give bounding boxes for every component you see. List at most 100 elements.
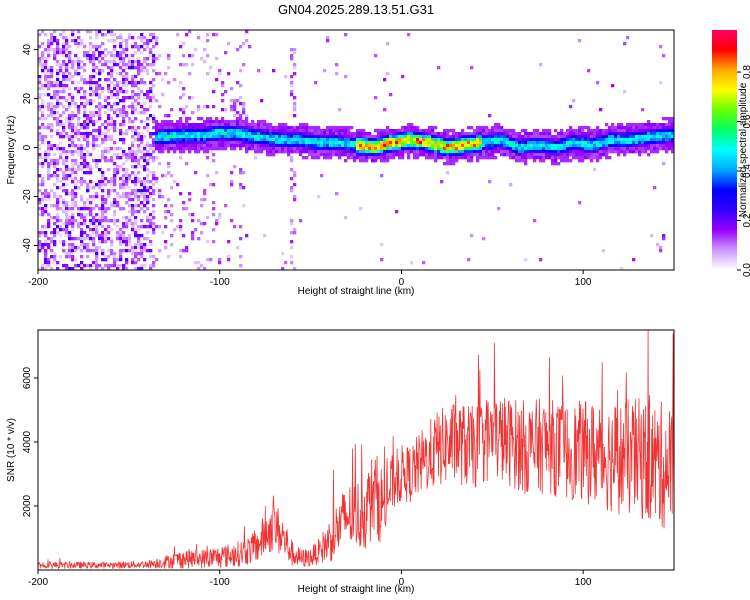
heatmap-cell — [152, 84, 156, 88]
heatmap-cell — [233, 105, 237, 109]
heatmap-cell — [179, 108, 183, 112]
heatmap-cell — [347, 156, 351, 160]
heatmap-cell — [53, 84, 57, 88]
heatmap-cell — [389, 138, 393, 142]
heatmap-cell — [590, 144, 594, 148]
heatmap-cell — [110, 39, 114, 43]
heatmap-cell — [161, 123, 165, 127]
heatmap-cell — [65, 252, 69, 256]
heatmap-cell — [458, 135, 462, 139]
heatmap-cell — [143, 243, 147, 247]
heatmap-cell — [353, 156, 357, 160]
heatmap-cell — [215, 57, 219, 61]
heatmap-cell — [461, 132, 465, 136]
heatmap-cell — [125, 75, 129, 79]
heatmap-cell — [467, 141, 471, 145]
heatmap-cell — [53, 234, 57, 238]
heatmap-cell — [227, 126, 231, 130]
heatmap-cell — [86, 144, 90, 148]
heatmap-cell — [458, 153, 462, 157]
heatmap-cell — [644, 135, 648, 139]
heatmap-cell — [95, 90, 99, 94]
heatmap-cell — [137, 96, 141, 100]
heatmap-cell — [209, 120, 213, 124]
heatmap-cell — [413, 126, 417, 130]
colorbar-tick-label: 0.6 — [742, 114, 750, 128]
heatmap-cell — [359, 147, 363, 151]
heatmap-cell — [599, 144, 603, 148]
heatmap-cell — [371, 144, 375, 148]
heatmap-cell — [89, 195, 93, 199]
heatmap-cell — [602, 153, 606, 157]
heatmap-cell — [155, 144, 159, 148]
heatmap-cell — [71, 93, 75, 97]
heatmap-cell — [338, 126, 342, 130]
heatmap-cell — [641, 144, 645, 148]
heatmap-cell — [410, 138, 414, 142]
heatmap-cell — [53, 204, 57, 208]
heatmap-cell — [668, 135, 672, 139]
heatmap-cell — [599, 129, 603, 133]
heatmap-cell — [155, 39, 159, 43]
heatmap-cell — [140, 66, 144, 70]
heatmap-cell — [611, 138, 615, 142]
heatmap-cell — [419, 141, 423, 145]
heatmap-cell — [50, 102, 54, 106]
heatmap-cell — [293, 126, 297, 130]
heatmap-cell — [485, 132, 489, 136]
heatmap-cell — [326, 156, 330, 160]
heatmap-cell — [410, 132, 414, 136]
heatmap-cell — [92, 159, 96, 163]
heatmap-cell — [101, 240, 105, 244]
heatmap-cell — [170, 108, 174, 112]
heatmap-cell — [650, 135, 654, 139]
heatmap-cell — [152, 225, 156, 229]
heatmap-cell — [224, 126, 228, 130]
heatmap-cell — [80, 207, 84, 211]
heatmap-cell — [191, 234, 195, 238]
heatmap-cell — [113, 111, 117, 115]
heatmap-cell — [221, 81, 225, 85]
heatmap-cell — [248, 45, 252, 49]
heatmap-cell — [203, 135, 207, 139]
heatmap-cell — [347, 153, 351, 157]
heatmap-cell — [53, 192, 57, 196]
heatmap-cell — [215, 219, 219, 223]
heatmap-cell — [593, 147, 597, 151]
heatmap-cell — [68, 237, 72, 241]
heatmap-cell — [110, 93, 114, 97]
heatmap-cell — [320, 135, 324, 139]
heatmap-cell — [647, 141, 651, 145]
heatmap-cell — [422, 129, 426, 133]
heatmap-cell — [293, 51, 297, 55]
heatmap-cell — [632, 141, 636, 145]
heatmap-cell — [566, 159, 570, 163]
heatmap-cell — [266, 138, 270, 142]
heatmap-cell — [647, 129, 651, 133]
heatmap-cell — [221, 147, 225, 151]
heatmap-cell — [467, 258, 471, 262]
heatmap-cell — [101, 201, 105, 205]
heatmap-cell — [572, 141, 576, 145]
heatmap-cell — [443, 147, 447, 151]
heatmap-cell — [608, 132, 612, 136]
heatmap-cell — [158, 72, 162, 76]
heatmap-cell — [485, 144, 489, 148]
heatmap-cell — [668, 117, 672, 121]
heatmap-cell — [119, 42, 123, 46]
heatmap-cell — [62, 189, 66, 193]
heatmap-cell — [170, 138, 174, 142]
heatmap-cell — [278, 126, 282, 130]
heatmap-cell — [140, 69, 144, 73]
heatmap-cell — [566, 156, 570, 160]
heatmap-cell — [137, 87, 141, 91]
heatmap-cell — [254, 129, 258, 133]
heatmap-cell — [641, 108, 645, 112]
heatmap-cell — [467, 144, 471, 148]
heatmap-cell — [92, 60, 96, 64]
heatmap-cell — [578, 126, 582, 130]
heatmap-cell — [146, 39, 150, 43]
heatmap-cell — [536, 147, 540, 151]
heatmap-cell — [233, 126, 237, 130]
heatmap-cell — [305, 135, 309, 139]
